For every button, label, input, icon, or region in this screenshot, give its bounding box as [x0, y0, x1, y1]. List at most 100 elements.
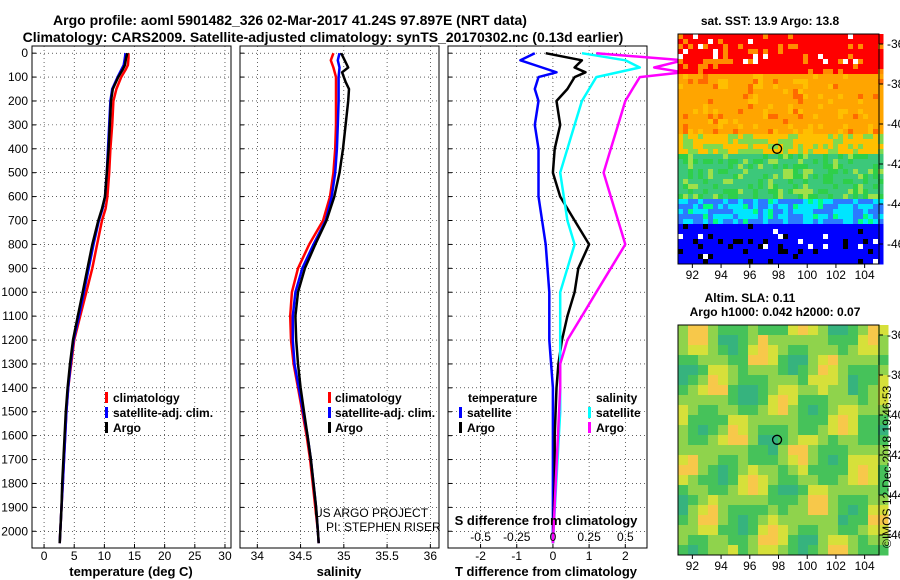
- map-cell: [768, 214, 774, 220]
- map-cell: [753, 69, 759, 75]
- map-cell: [833, 154, 839, 160]
- map-cell: [823, 129, 829, 135]
- map-cell: [753, 169, 759, 175]
- map-cell: [768, 209, 774, 215]
- map-cell: [798, 194, 804, 200]
- map-cell: [698, 99, 704, 105]
- map-cell: [853, 84, 859, 90]
- map-cell: [768, 385, 779, 396]
- map-cell: [863, 134, 869, 140]
- map-cell: [828, 199, 834, 205]
- map-cell: [723, 229, 729, 235]
- map-cell: [748, 94, 754, 100]
- map-cell: [728, 174, 734, 180]
- map-cell: [688, 89, 694, 95]
- map-cell: [853, 104, 859, 110]
- map-cell: [738, 535, 749, 546]
- map-cell: [858, 485, 869, 496]
- map-cell: [873, 259, 879, 265]
- map-cell: [823, 134, 829, 140]
- map-cell: [698, 535, 709, 546]
- map-cell: [878, 39, 884, 45]
- map-cell: [858, 124, 864, 130]
- map-cell: [798, 475, 809, 486]
- map-cell: [778, 109, 784, 115]
- map-cell: [718, 129, 724, 135]
- map-cell: [878, 219, 884, 225]
- map-cell: [733, 199, 739, 205]
- map-cell: [703, 234, 709, 240]
- map-cell: [768, 69, 774, 75]
- map-cell: [733, 94, 739, 100]
- map-cell: [753, 209, 759, 215]
- map-cell: [878, 169, 884, 175]
- map-cell: [813, 154, 819, 160]
- map-cell: [728, 415, 739, 426]
- map-cell: [688, 244, 694, 250]
- map-cell: [743, 249, 749, 255]
- map-cell: [813, 199, 819, 205]
- map-cell: [818, 395, 829, 406]
- map-cell: [823, 124, 829, 130]
- map-cell: [738, 94, 744, 100]
- map-cell: [748, 144, 754, 150]
- map-cell: [698, 505, 709, 516]
- map-cell: [843, 64, 849, 70]
- map-cell: [868, 189, 874, 195]
- map-cell: [778, 405, 789, 416]
- map-cell: [748, 104, 754, 110]
- map-cell: [803, 89, 809, 95]
- map-cell: [808, 139, 814, 145]
- map-cell: [713, 209, 719, 215]
- map-cell: [808, 199, 814, 205]
- map-cell: [798, 124, 804, 130]
- map-cell: [768, 239, 774, 245]
- map-cell: [723, 139, 729, 145]
- map-cell: [808, 435, 819, 446]
- map-cell: [703, 64, 709, 70]
- map-cell: [813, 249, 819, 255]
- map-cell: [798, 104, 804, 110]
- map-cell: [708, 495, 719, 506]
- map-cell: [788, 415, 799, 426]
- map-cell: [708, 124, 714, 130]
- map-cell: [828, 189, 834, 195]
- map-cell: [768, 189, 774, 195]
- map-cell: [863, 244, 869, 250]
- map-cell: [753, 234, 759, 240]
- legend-title-temperature: temperature: [468, 391, 538, 405]
- map-cell: [868, 254, 874, 260]
- map-cell: [688, 435, 699, 446]
- map-cell: [848, 244, 854, 250]
- map-cell: [768, 244, 774, 250]
- map-cell: [678, 74, 684, 80]
- map-cell: [788, 209, 794, 215]
- map-cell: [878, 149, 884, 155]
- map-cell: [738, 244, 744, 250]
- map-cell: [698, 375, 709, 386]
- map-cell: [853, 224, 859, 230]
- map-cell: [728, 355, 739, 366]
- map-cell: [763, 134, 769, 140]
- map-cell: [773, 154, 779, 160]
- map-cell: [753, 144, 759, 150]
- map-cell: [773, 89, 779, 95]
- sla-map-frame: [677, 324, 880, 556]
- map-cell: [823, 174, 829, 180]
- map-cell: [758, 64, 764, 70]
- map-cell: [838, 109, 844, 115]
- map-cell: [853, 194, 859, 200]
- map-cell: [738, 545, 749, 556]
- map-cell: [868, 224, 874, 230]
- map-cell: [678, 214, 684, 220]
- map-cell: [718, 465, 729, 476]
- map-cell: [783, 244, 789, 250]
- map-cell: [698, 144, 704, 150]
- map-cell: [768, 445, 779, 456]
- map-cell: [713, 89, 719, 95]
- map-cell: [743, 239, 749, 245]
- map-cell: [798, 249, 804, 255]
- map-cell: [678, 169, 684, 175]
- map-cell: [828, 249, 834, 255]
- map-cell: [733, 179, 739, 185]
